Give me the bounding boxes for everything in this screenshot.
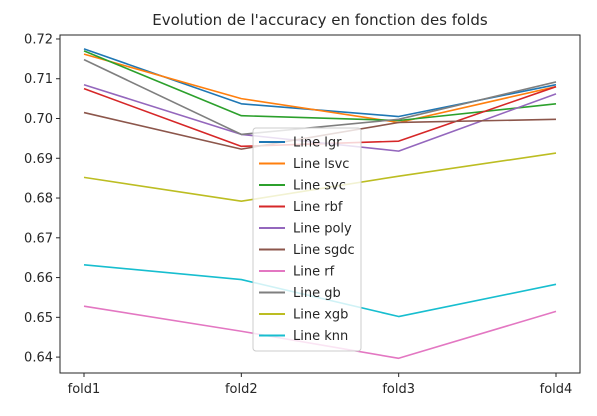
y-tick-label: 0.71 [24, 72, 53, 87]
y-tick-label: 0.72 [24, 32, 53, 47]
legend-label: Line rbf [293, 200, 343, 215]
legend-label: Line lsvc [293, 157, 349, 172]
legend-label: Line xgb [293, 308, 348, 323]
y-tick-label: 0.68 [24, 192, 53, 207]
legend-label: Line sgdc [293, 243, 355, 258]
x-tick-label: fold4 [540, 382, 573, 397]
x-tick-label: fold2 [225, 382, 258, 397]
legend-label: Line gb [293, 286, 341, 301]
chart-title: Evolution de l'accuracy en fonction des … [152, 11, 488, 29]
y-tick-label: 0.65 [24, 311, 53, 326]
series-line [84, 60, 556, 135]
y-tick-label: 0.70 [24, 112, 53, 127]
legend-label: Line svc [293, 179, 346, 194]
y-tick-label: 0.66 [24, 271, 53, 286]
series-line [84, 54, 556, 122]
x-axis: fold1 fold2 fold3 fold4 [68, 373, 573, 397]
y-tick-label: 0.67 [24, 231, 53, 246]
legend-label: Line lgr [293, 136, 342, 151]
y-axis: 0.64 0.65 0.66 0.67 0.68 0.69 0.70 0.71 0.72 [24, 32, 60, 365]
legend-label: Line knn [293, 329, 348, 344]
y-tick-label: 0.69 [24, 152, 53, 167]
y-tick-label: 0.64 [24, 351, 53, 366]
legend: Line lgr Line lsvc Line svc Line rbf Line po… [253, 128, 361, 351]
legend-label: Line poly [293, 222, 352, 237]
x-tick-label: fold1 [68, 382, 101, 397]
legend-label: Line rf [293, 265, 335, 280]
x-tick-label: fold3 [382, 382, 415, 397]
